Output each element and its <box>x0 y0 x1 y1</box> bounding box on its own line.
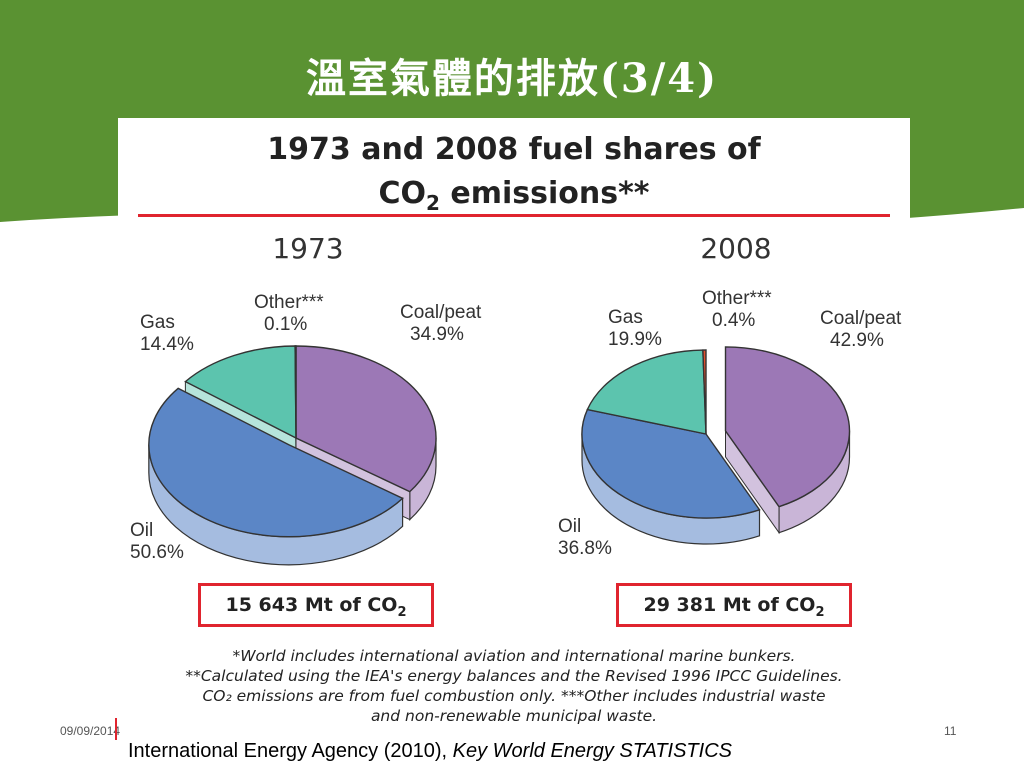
title-rule <box>138 214 890 217</box>
footnote-3: CO₂ emissions are from fuel combustion o… <box>202 687 826 705</box>
pie-2008-value-1: 36.8% <box>558 538 612 559</box>
footnote-4: and non-renewable municipal waste. <box>370 707 658 725</box>
total-1973-sub: 2 <box>397 604 407 620</box>
total-2008-sub: 2 <box>815 604 825 620</box>
slide-page-number: 11 <box>944 724 957 738</box>
slide-title: 溫室氣體的排放(3/4) <box>305 55 719 102</box>
pie-1973-value-1: 50.6% <box>130 542 184 563</box>
source-title: Key World Energy STATISTICS <box>452 740 732 762</box>
pie-1973-label-3: Other*** <box>254 292 324 313</box>
pie-1973-slice-oil <box>148 387 404 538</box>
pie-2008-slice-oil <box>581 408 761 519</box>
slide-marker <box>115 718 117 740</box>
pie-2008-value-0: 42.9% <box>830 330 884 351</box>
footnotes: *World includes international aviation a… <box>118 646 910 726</box>
pie-1973-slice-other <box>294 345 297 439</box>
figure-title: 1973 and 2008 fuel shares of CO2 emissio… <box>118 128 910 225</box>
footnote-1: *World includes international aviation a… <box>232 647 796 665</box>
pie-1973-value-3: 0.1% <box>264 314 307 335</box>
pie-1973-year-label: 1973 <box>272 232 343 265</box>
figure-title-line1: 1973 and 2008 fuel shares of <box>267 132 761 167</box>
pie-1973-slice-gas <box>184 345 297 440</box>
pie-2008-value-3: 0.4% <box>712 310 755 331</box>
total-1973-pre: 15 643 Mt of CO <box>225 594 398 616</box>
figure-title-line2-post: emissions** <box>439 176 650 211</box>
pie-1973-value-2: 14.4% <box>140 334 194 355</box>
total-2008: 29 381 Mt of CO2 <box>616 583 852 627</box>
source-prefix: International Energy Agency (2010), <box>128 740 453 762</box>
pie-2008-slice-coalpeat <box>724 346 851 508</box>
pie-1973-label-2: Gas <box>140 312 175 333</box>
pie-1973-label-1: Oil <box>130 520 153 541</box>
pie-1973-slice-coalpeat <box>295 345 437 493</box>
total-2008-pre: 29 381 Mt of CO <box>643 594 816 616</box>
source-citation: International Energy Agency (2010), Key … <box>128 740 732 763</box>
pie-2008-slice-other <box>702 349 707 435</box>
pie-2008-label-3: Other*** <box>702 288 772 309</box>
pie-2008-label-1: Oil <box>558 516 581 537</box>
pie-2008-slice-gas <box>586 349 707 435</box>
figure-title-line2-sub: 2 <box>426 191 440 215</box>
pie-2008-label-0: Coal/peat <box>820 308 902 329</box>
pie-2008-value-2: 19.9% <box>608 329 662 350</box>
figure-panel: 1973 and 2008 fuel shares of CO2 emissio… <box>118 118 910 744</box>
total-1973: 15 643 Mt of CO2 <box>198 583 434 627</box>
footnote-2: **Calculated using the IEA's energy bala… <box>185 667 843 685</box>
pie-2008-year-label: 2008 <box>700 232 771 265</box>
pie-2008-label-2: Gas <box>608 307 643 328</box>
pie-1973-value-0: 34.9% <box>410 324 464 345</box>
pie-charts: 1973Coal/peat34.9%Oil50.6%Gas14.4%Other*… <box>130 232 902 566</box>
slide-date: 09/09/2014 <box>60 724 121 738</box>
figure-title-line2-pre: CO <box>378 176 427 211</box>
pie-1973-label-0: Coal/peat <box>400 302 482 323</box>
